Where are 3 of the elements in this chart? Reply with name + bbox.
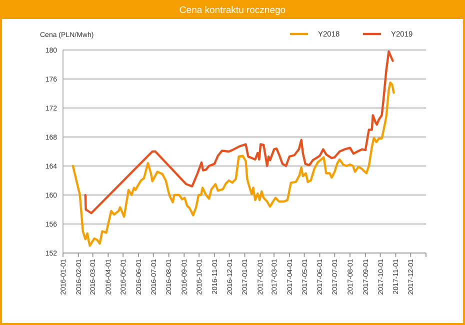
chart-title: Cena kontraktu rocznego	[179, 5, 286, 16]
line-series	[72, 82, 395, 247]
line-series	[84, 50, 394, 214]
